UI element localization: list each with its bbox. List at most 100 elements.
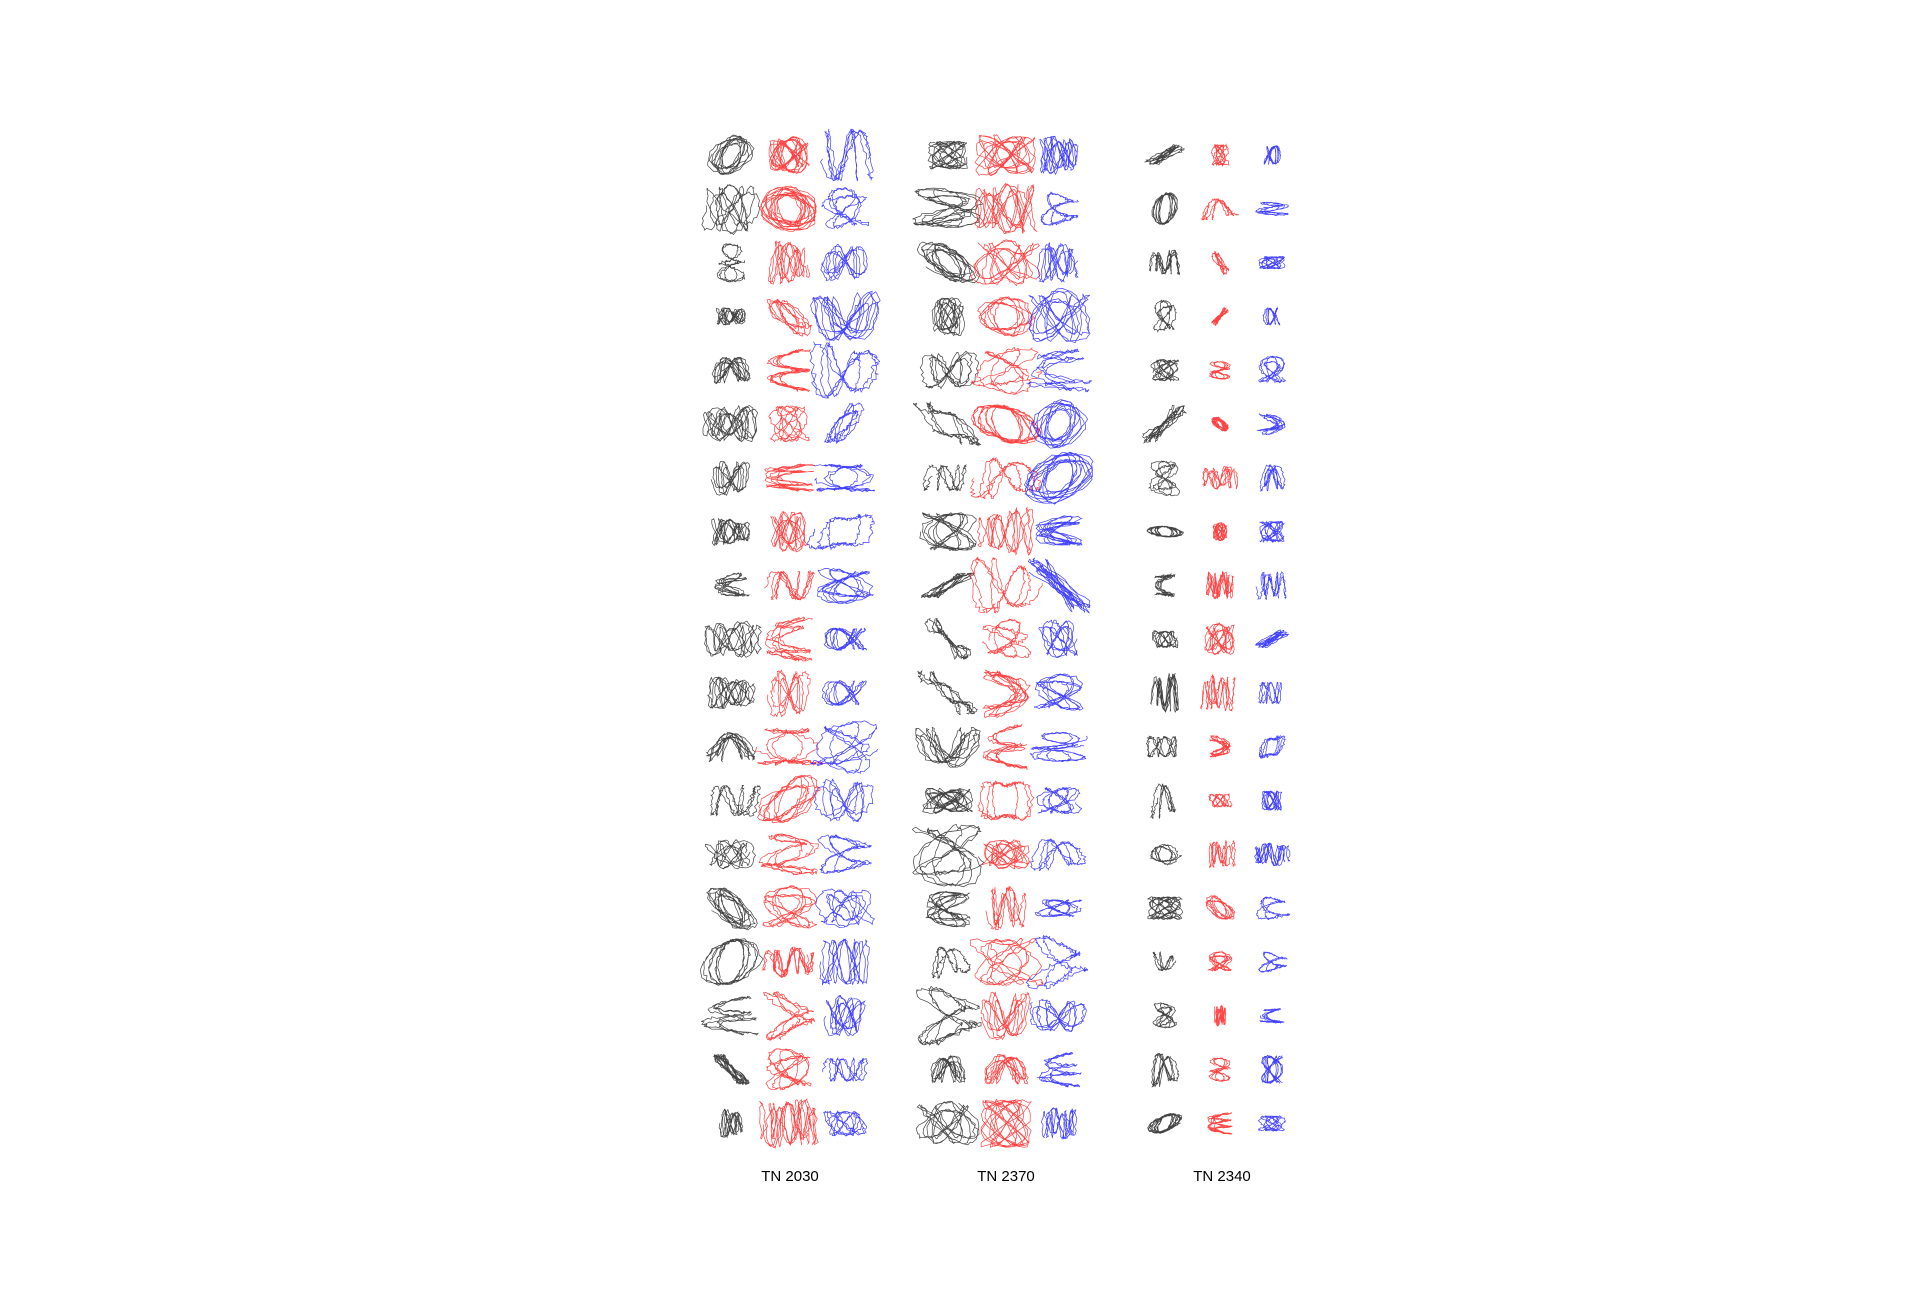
scribble xyxy=(769,510,808,553)
scribble xyxy=(711,518,751,546)
scribble xyxy=(759,1097,819,1149)
scribble xyxy=(980,1098,1032,1148)
scribble xyxy=(1151,1052,1180,1088)
scribble xyxy=(817,568,875,605)
scribble xyxy=(813,778,874,823)
scribble xyxy=(1029,399,1089,449)
scribble xyxy=(984,1054,1029,1085)
scribble xyxy=(824,402,865,444)
scribble xyxy=(1211,251,1230,276)
scribble xyxy=(971,404,1042,445)
scribble xyxy=(822,1110,867,1137)
scribble xyxy=(1025,934,1089,990)
scribble xyxy=(1258,355,1286,384)
scribble xyxy=(912,187,984,229)
scribble xyxy=(1146,525,1184,538)
scribble xyxy=(977,296,1036,337)
scribble xyxy=(705,731,756,763)
scribble xyxy=(716,307,746,326)
scribble xyxy=(702,404,759,443)
scribble xyxy=(1154,573,1176,598)
scribble xyxy=(809,341,881,399)
scribble xyxy=(969,937,1044,986)
scribble xyxy=(915,985,982,1046)
scribble xyxy=(1257,1114,1287,1132)
scribble xyxy=(768,136,810,174)
scribble xyxy=(759,185,817,233)
scribble xyxy=(766,298,813,337)
scribbles xyxy=(700,128,1291,1149)
scribble xyxy=(1027,557,1091,614)
scribble xyxy=(1147,460,1180,497)
scribble xyxy=(930,1055,966,1084)
scribble xyxy=(974,134,1036,177)
scribble xyxy=(1034,899,1083,918)
scribble xyxy=(704,839,756,870)
scribble xyxy=(924,617,972,661)
scribble xyxy=(1023,451,1094,505)
scribble xyxy=(820,128,874,182)
scribble xyxy=(1210,143,1230,167)
scribble xyxy=(1141,404,1188,444)
scribble xyxy=(981,618,1032,659)
scribble xyxy=(807,513,875,551)
scribble xyxy=(1213,1004,1226,1027)
scribble xyxy=(1212,522,1228,542)
scribble xyxy=(1255,571,1287,601)
scribble xyxy=(761,945,815,978)
scribble xyxy=(1147,1113,1183,1134)
scribble xyxy=(1201,465,1238,490)
scribble xyxy=(1255,201,1290,216)
scribble xyxy=(1208,1057,1232,1082)
scribble xyxy=(1256,412,1286,436)
scribble xyxy=(982,669,1031,719)
scribble xyxy=(1208,735,1232,758)
scribble xyxy=(1261,1054,1284,1084)
scribble xyxy=(1258,255,1286,270)
scribble xyxy=(1039,135,1079,176)
scribble xyxy=(1204,622,1235,656)
scribble xyxy=(970,346,1043,395)
scribble xyxy=(1147,896,1184,920)
scribble xyxy=(1205,895,1236,920)
scribble xyxy=(911,823,985,888)
scribble xyxy=(700,995,759,1036)
scribble xyxy=(707,676,756,710)
scribble xyxy=(1254,842,1291,867)
scribble xyxy=(810,720,879,774)
scribble xyxy=(915,1100,980,1146)
scribble xyxy=(1038,619,1078,658)
scribble xyxy=(763,991,816,1042)
scribble xyxy=(1037,241,1079,284)
scribble xyxy=(754,727,824,767)
scribble xyxy=(1152,1002,1178,1029)
group-label: TN 2370 xyxy=(977,1168,1035,1185)
scribble xyxy=(1150,359,1180,382)
scribble xyxy=(1208,839,1236,869)
scribble xyxy=(980,991,1031,1041)
scribble xyxy=(701,184,761,236)
scribble xyxy=(1033,673,1084,711)
scribble xyxy=(1207,951,1233,972)
scribble xyxy=(922,464,967,492)
scribble xyxy=(1254,629,1289,649)
scribble xyxy=(1207,1112,1233,1135)
scribble xyxy=(1261,790,1283,811)
scribble xyxy=(969,556,1043,614)
scribble xyxy=(758,833,819,876)
scribble xyxy=(1036,1051,1082,1088)
scribble xyxy=(821,679,868,706)
scribble xyxy=(1152,951,1177,972)
scribble xyxy=(974,183,1038,235)
scribble xyxy=(762,885,818,929)
scribble xyxy=(920,572,975,599)
scribble xyxy=(815,888,876,928)
scribble xyxy=(1258,735,1286,760)
scribble xyxy=(913,400,982,447)
scribble xyxy=(707,134,755,175)
scribble xyxy=(982,723,1028,770)
scribble xyxy=(810,290,881,341)
scribble xyxy=(925,890,971,928)
